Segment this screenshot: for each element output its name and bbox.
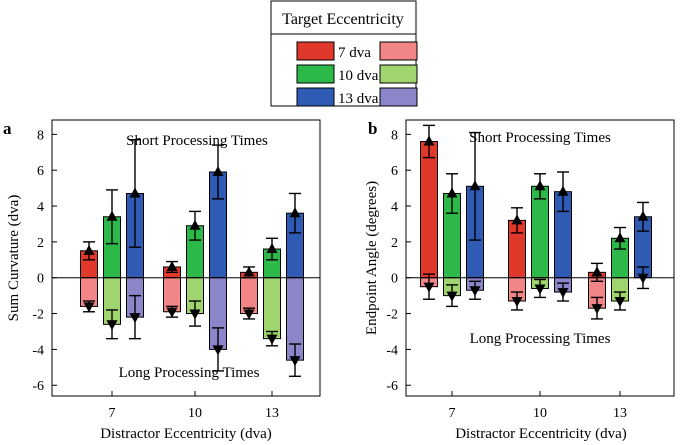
y-tick-label: -4 (386, 343, 398, 358)
marker-down-triangle (591, 304, 603, 315)
marker-down-triangle (266, 334, 278, 345)
marker-up-triangle (106, 210, 118, 221)
panel-a-x-ticks: 7 10 13 (109, 391, 279, 421)
legend-swatch-short-13 (296, 87, 335, 107)
y-tick-label: -6 (386, 379, 398, 394)
panel-a-x-axis-label: Distractor Eccentricity (dva) (100, 426, 272, 442)
panel-b-y-ticks: -6 -4 -2 0 2 4 6 8 (386, 128, 411, 394)
marker-down-triangle (423, 282, 435, 293)
y-tick-label: 8 (391, 128, 398, 143)
legend-swatch-short-7 (296, 41, 335, 61)
marker-up-triangle (129, 187, 141, 198)
y-tick-label: 4 (391, 200, 398, 215)
marker-up-triangle (614, 232, 626, 243)
x-tick-label: 7 (449, 406, 456, 421)
y-tick-label: -2 (32, 308, 44, 323)
marker-down-triangle (189, 309, 201, 320)
marker-down-triangle (511, 297, 523, 308)
marker-up-triangle (289, 207, 301, 218)
marker-down-triangle (212, 345, 224, 356)
y-tick-label: -4 (32, 343, 44, 358)
panel-a-y-axis-label: Sum Curvature (dva) (6, 195, 22, 322)
bar-short-10-dva-cat-10 (531, 185, 549, 279)
y-tick-label: -6 (32, 379, 44, 394)
bar-long-10-dva-cat-13 (263, 277, 281, 340)
marker-down-triangle (289, 356, 301, 367)
marker-down-triangle (129, 313, 141, 324)
marker-up-triangle (83, 244, 95, 255)
legend-swatch-long-7 (379, 41, 418, 61)
marker-up-triangle (243, 266, 255, 277)
panel-b-marks (406, 124, 674, 320)
legend-label-13: 13 dva (338, 91, 379, 107)
marker-down-triangle (166, 307, 178, 318)
marker-down-triangle (614, 297, 626, 308)
y-tick-label: 0 (391, 272, 398, 287)
legend-label-7: 7 dva (338, 45, 371, 61)
marker-up-triangle (534, 180, 546, 191)
marker-up-triangle (266, 243, 278, 254)
panel-a-title-top: Short Processing Times (126, 133, 268, 149)
marker-down-triangle (243, 309, 255, 320)
y-tick-label: 2 (37, 236, 44, 251)
x-tick-label: 13 (613, 406, 627, 421)
legend-label-10: 10 dva (338, 68, 379, 84)
panel-a-title-bottom: Long Processing Times (119, 365, 260, 381)
y-tick-label: 6 (37, 164, 44, 179)
y-tick-label: -2 (386, 308, 398, 323)
marker-down-triangle (469, 286, 481, 297)
marker-up-triangle (557, 185, 569, 196)
y-tick-label: 2 (391, 236, 398, 251)
y-tick-label: 0 (37, 272, 44, 287)
marker-down-triangle (557, 288, 569, 299)
panel-a: a Short Processing Times Long Processing… (3, 119, 321, 442)
legend: Target Eccentricity 7 dva 10 dva 13 dva (270, 0, 418, 107)
x-tick-label: 7 (109, 406, 116, 421)
panel-b-title-bottom: Long Processing Times (470, 331, 611, 347)
panel-a-marks (52, 139, 320, 377)
marker-up-triangle (637, 210, 649, 221)
marker-up-triangle (591, 266, 603, 277)
marker-down-triangle (83, 302, 95, 313)
y-tick-label: 4 (37, 200, 44, 215)
legend-swatch-short-10 (296, 64, 335, 84)
marker-up-triangle (166, 260, 178, 271)
marker-down-triangle (637, 273, 649, 284)
bar-short-7-dva-cat-7 (420, 141, 438, 279)
panel-b-x-ticks: 7 10 13 (449, 391, 627, 421)
y-tick-label: 8 (37, 128, 44, 143)
marker-down-triangle (534, 284, 546, 295)
y-tick-label: 6 (391, 164, 398, 179)
legend-swatch-long-13 (379, 87, 418, 107)
panel-a-axes-frame (51, 119, 321, 397)
panel-a-y-ticks: -6 -4 -2 0 2 4 6 8 (32, 128, 57, 394)
panel-b-title-top: Short Processing Times (469, 130, 611, 146)
marker-up-triangle (446, 187, 458, 198)
marker-up-triangle (189, 219, 201, 230)
marker-down-triangle (446, 291, 458, 302)
marker-up-triangle (511, 214, 523, 225)
x-tick-label: 10 (188, 406, 202, 421)
panel-b: b Short Processing Times Long Processing… (364, 119, 675, 442)
legend-title: Target Eccentricity (282, 11, 404, 28)
legend-swatch-long-10 (379, 64, 418, 84)
panel-b-x-axis-label: Distractor Eccentricity (dva) (455, 426, 627, 442)
marker-up-triangle (469, 180, 481, 191)
panel-b-y-axis-label: Endpoint Angle (degrees) (364, 181, 380, 335)
x-tick-label: 13 (265, 406, 279, 421)
panel-b-label: b (368, 119, 377, 138)
x-tick-label: 10 (533, 406, 547, 421)
panel-a-label: a (3, 119, 12, 138)
marker-down-triangle (106, 320, 118, 331)
marker-up-triangle (423, 135, 435, 146)
marker-up-triangle (212, 165, 224, 176)
